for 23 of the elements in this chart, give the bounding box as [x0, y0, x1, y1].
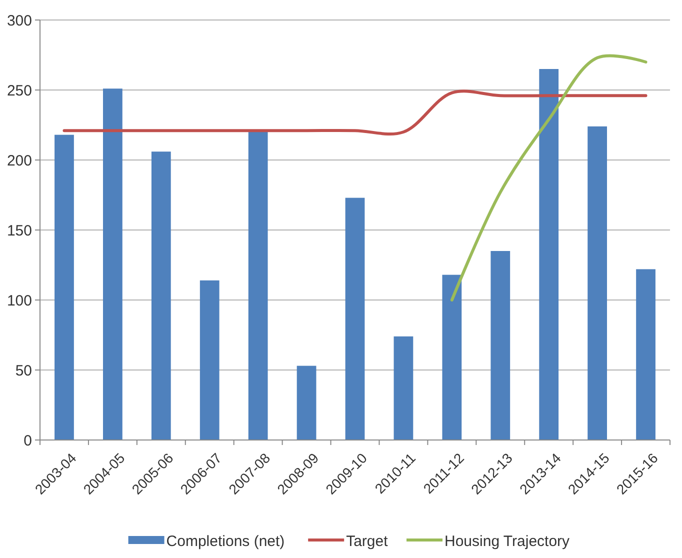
bar — [200, 280, 220, 440]
bar — [248, 130, 268, 440]
bar — [588, 126, 607, 440]
bar — [296, 366, 316, 440]
y-tick-label: 300 — [6, 12, 32, 30]
legend-label: Housing Trajectory — [444, 533, 570, 550]
y-tick-label: 0 — [24, 432, 32, 450]
y-tick-label: 200 — [6, 152, 32, 170]
bar — [394, 336, 414, 440]
bar — [539, 69, 559, 440]
bar — [103, 88, 122, 440]
bar — [345, 198, 365, 440]
y-tick-label: 50 — [15, 362, 32, 380]
legend-label: Completions (net) — [166, 533, 285, 550]
bar — [636, 269, 656, 440]
bar — [490, 251, 510, 440]
y-tick-label: 250 — [6, 82, 32, 100]
y-tick-label: 100 — [6, 292, 32, 310]
bar — [151, 152, 171, 440]
y-tick-label: 150 — [6, 222, 32, 240]
legend-label: Target — [346, 533, 389, 550]
bar — [442, 274, 462, 440]
bar — [54, 134, 74, 440]
